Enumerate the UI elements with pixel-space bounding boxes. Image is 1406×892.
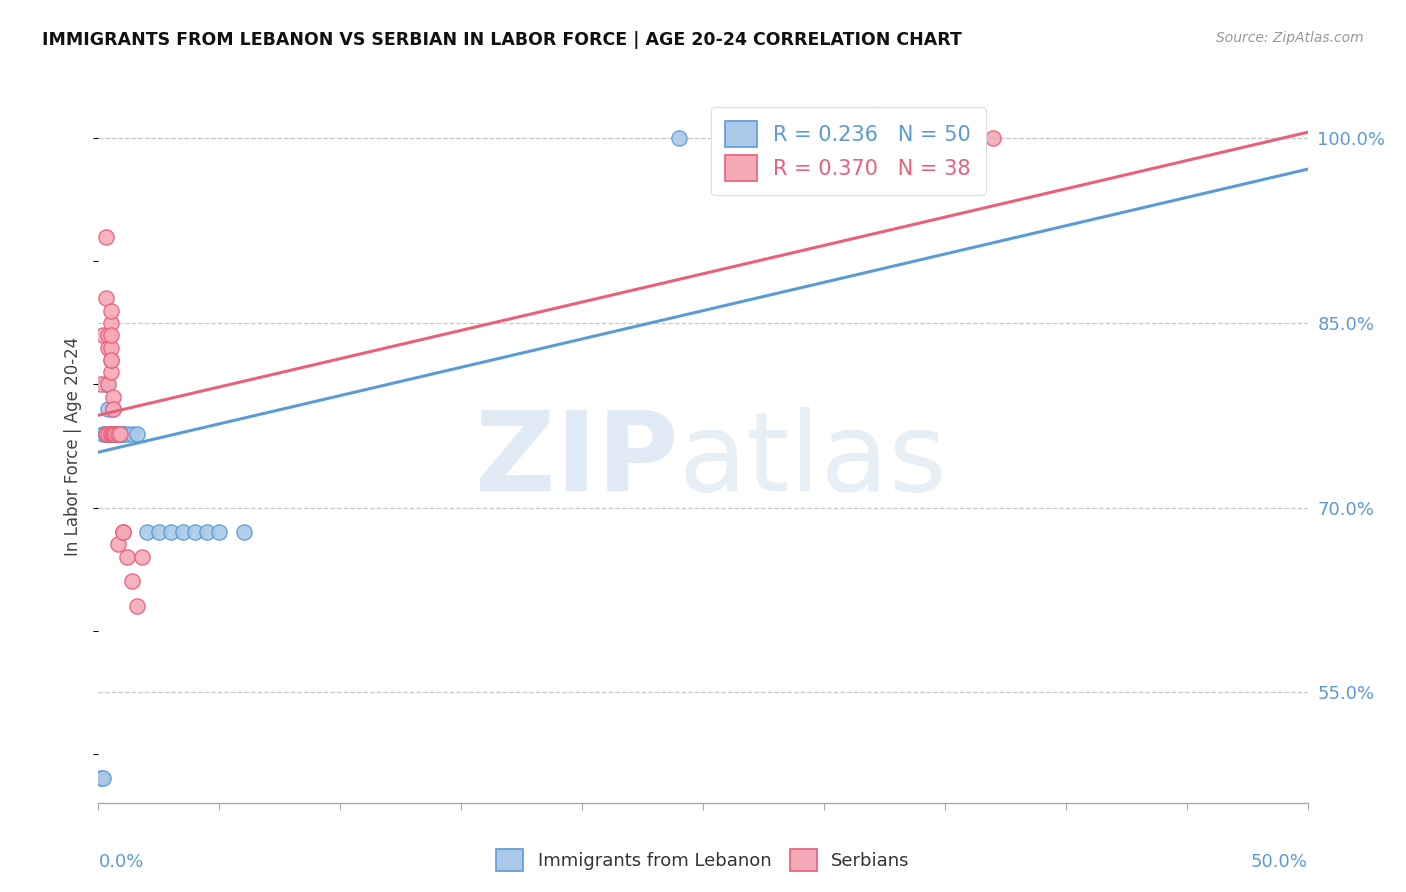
Point (740, 131, 762, 145)
Point (101, 426, 124, 441)
Point (101, 426, 124, 441)
Point (94, 377, 117, 392)
Point (100, 426, 122, 441)
Point (107, 537, 129, 551)
Point (135, 525, 157, 540)
Point (94, 426, 117, 441)
Text: atlas: atlas (679, 407, 948, 514)
Point (121, 426, 143, 441)
Point (100, 426, 122, 441)
Point (100, 426, 122, 441)
Point (100, 352, 122, 367)
Text: 0.0%: 0.0% (98, 853, 143, 871)
Text: 50.0%: 50.0% (1251, 853, 1308, 871)
Point (100, 426, 122, 441)
Point (104, 426, 127, 441)
Point (90, 771, 112, 785)
Point (100, 426, 122, 441)
Point (100, 426, 122, 441)
Point (91, 771, 114, 785)
Point (97, 402, 120, 417)
Point (100, 426, 122, 441)
Point (789, 131, 811, 145)
Point (94, 377, 117, 392)
Legend: Immigrants from Lebanon, Serbians: Immigrants from Lebanon, Serbians (489, 842, 917, 879)
Point (91, 328, 114, 343)
Y-axis label: In Labor Force | Age 20-24: In Labor Force | Age 20-24 (65, 336, 83, 556)
Point (90, 377, 112, 392)
Point (101, 426, 124, 441)
Text: Source: ZipAtlas.com: Source: ZipAtlas.com (1216, 31, 1364, 45)
Point (127, 599, 149, 613)
Point (148, 525, 170, 540)
Point (108, 426, 131, 441)
Point (94, 426, 117, 441)
Point (94, 230, 117, 244)
Point (981, 131, 1004, 145)
Point (97, 341, 120, 355)
Point (101, 402, 124, 417)
Point (100, 341, 122, 355)
Point (111, 426, 134, 441)
Point (668, 131, 690, 145)
Point (97, 328, 120, 343)
Point (91, 426, 114, 441)
Point (100, 316, 122, 330)
Point (101, 426, 124, 441)
Point (97, 426, 120, 441)
Point (97, 426, 120, 441)
Point (117, 549, 139, 564)
Point (131, 549, 153, 564)
Point (910, 131, 932, 145)
Point (172, 525, 194, 540)
Point (100, 426, 122, 441)
Point (107, 426, 129, 441)
Point (184, 525, 207, 540)
Point (100, 426, 122, 441)
Point (104, 426, 127, 441)
Point (111, 525, 134, 540)
Point (94, 291, 117, 305)
Point (111, 525, 134, 540)
Point (100, 328, 122, 343)
Point (101, 402, 124, 417)
Point (104, 426, 127, 441)
Text: IMMIGRANTS FROM LEBANON VS SERBIAN IN LABOR FORCE | AGE 20-24 CORRELATION CHART: IMMIGRANTS FROM LEBANON VS SERBIAN IN LA… (42, 31, 962, 49)
Point (101, 426, 124, 441)
Point (100, 426, 122, 441)
Point (100, 365, 122, 379)
Point (101, 426, 124, 441)
Point (108, 426, 131, 441)
Point (232, 525, 254, 540)
Point (107, 426, 129, 441)
Point (100, 426, 122, 441)
Point (101, 426, 124, 441)
Point (100, 303, 122, 318)
Point (100, 352, 122, 367)
Point (160, 525, 183, 540)
Point (101, 426, 124, 441)
Point (100, 426, 122, 441)
Point (111, 426, 134, 441)
Point (208, 525, 231, 540)
Point (97, 426, 120, 441)
Point (101, 390, 124, 404)
Point (107, 426, 129, 441)
Point (100, 426, 122, 441)
Point (127, 426, 149, 441)
Point (97, 377, 120, 392)
Legend: R = 0.236   N = 50, R = 0.370   N = 38: R = 0.236 N = 50, R = 0.370 N = 38 (710, 107, 986, 195)
Point (837, 156, 859, 170)
Point (195, 525, 218, 540)
Text: ZIP: ZIP (475, 407, 679, 514)
Point (121, 574, 143, 589)
Point (97, 426, 120, 441)
Point (117, 426, 139, 441)
Point (104, 426, 127, 441)
Point (94, 426, 117, 441)
Point (97, 426, 120, 441)
Point (104, 426, 127, 441)
